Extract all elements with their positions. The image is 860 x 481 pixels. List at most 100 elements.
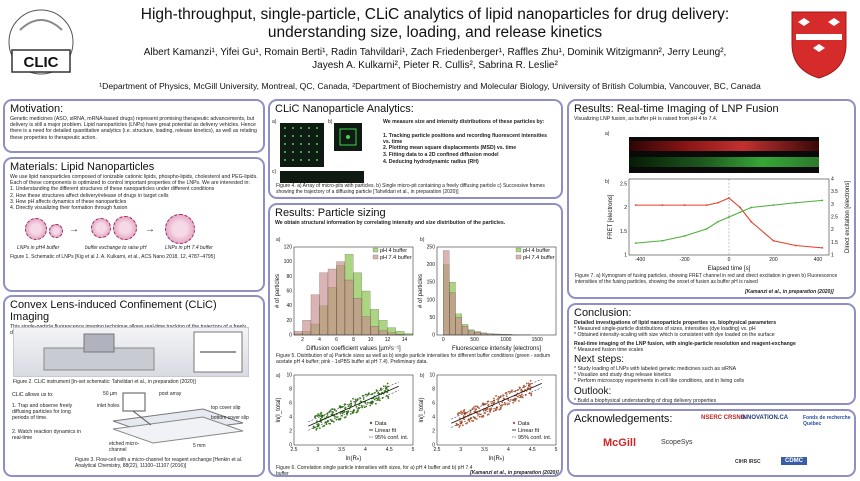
scatter-point [500,404,503,406]
y-tick-label: 6 [432,401,435,407]
figure-1-caption: Figure 1. Schematic of LNPs [Kig et al J… [10,254,215,261]
label-post-array: post array [159,391,182,397]
lnp-label-ph74: LNPs in pH 7.4 buffer [165,245,213,252]
scatter-point [460,420,463,423]
y-tick-label: 8 [289,387,292,393]
scatter-point [486,400,489,403]
scatter-point [495,395,497,397]
figure-7-caption: Figure 7. a) Kymogram of fusing particle… [575,273,838,285]
next-steps-title: Next steps: [574,354,625,366]
y-tick-label: 0 [432,443,435,449]
histogram-bar [443,250,450,336]
sizing-panel-label: a) [276,373,281,379]
scatter-point [338,405,341,408]
y-tick-label: 150 [427,280,436,286]
x-tick-label: 4 [364,447,367,453]
scatter-point [343,403,346,406]
scatter-point [354,403,357,406]
scatter-point [351,410,354,413]
x-tick-label: 3 [316,447,319,453]
scatter-point [529,386,532,388]
y-tick-label: 100 [284,259,293,265]
series-point [750,206,753,209]
scatter-point [362,398,365,400]
y-right-tick-label: 3.5 [831,189,838,195]
scatter-point [509,399,512,401]
scatter-point [471,419,473,422]
series-point [794,201,797,204]
x-tick-label: 6 [335,337,338,343]
fig5b-chart: 0 500 1000 1500 0 50 100 150 200 250 Fluorescence … [418,245,557,352]
clic-allows-title: CLiC allows us to: [12,392,54,398]
x-tick-label: 1000 [500,337,511,343]
scatter-point [354,398,357,401]
lnp-particle-icon [49,224,63,239]
lnp-particle-icon [25,218,47,241]
figure-2-caption: Figure 2. CLiC instrument [In-set schema… [13,379,196,385]
y-right-tick-label: 3 [831,202,834,208]
clic-logo-text: CLIC [24,54,59,71]
materials-panel: Materials: Lipid Nanoparticles We use li… [3,157,265,292]
legend-marker [512,421,516,425]
legend-swatch [372,254,379,260]
series-point [634,242,637,245]
scatter-point [326,412,329,415]
cihr-logo: CIHR IRSC [735,459,761,465]
scatter-point [471,408,474,411]
series-point [739,211,742,214]
plot-frame [293,246,414,336]
next-step-item-1: * Study loading of LNPs with labeled gen… [574,366,737,373]
scatter-point [459,417,461,420]
analytics-step-3: 3. Fitting data to a 2D confined diffusi… [383,152,499,158]
title-line-2: understanding size, loading, and release… [267,24,603,41]
conclusion-p1-item-1: * Measured single-particle distributions… [574,326,756,333]
next-step-item-3: * Perform microscopy experiments in cell… [574,378,745,385]
outlook-title: Outlook: [574,385,612,397]
scatter-point [367,393,370,396]
y-right-tick-label: 2 [831,227,834,233]
legend-label: pH 4 buffer [523,248,550,254]
scatter-point [369,404,372,407]
x-tick-label: 0 [728,257,731,263]
y-tick-label: 0 [289,443,292,449]
y-left-tick-label: 1.5 [620,229,627,235]
scatter-point [341,412,344,415]
scatter-point [361,394,364,397]
sizing-panel-label: a) [276,237,281,243]
scatter-point [507,399,510,402]
label-etched-channel: etched micro-channel [109,441,140,453]
series-point [794,244,797,247]
conclusion-title: Conclusion: [574,307,632,319]
scatter-point [512,401,515,404]
motivation-text: Genetic medicines (ASO, siRNA, mRNA-base… [10,116,257,141]
y-tick-label: 40 [286,303,292,309]
scatter-point [494,408,497,410]
scatter-point [459,420,462,423]
scatter-point [356,398,359,400]
nserc-logo: NSERC CRSNG [701,415,746,421]
clic-title: Convex Lens-induced Confinement (CLiC) I… [10,299,217,323]
poster-title: High-throughput, single-particle, CLiC a… [90,6,780,42]
label-5mm: 5 mm [193,443,206,449]
clic-allows-item-2: 2. Watch reaction dynamics in real-time [12,429,82,442]
series-point [683,204,686,207]
legend-label: Linear fit [375,428,397,434]
histogram-bar [310,294,320,336]
scatter-point [529,382,532,385]
y-tick-label: 4 [289,415,292,421]
clic-panel: Convex Lens-induced Confinement (CLiC) I… [3,295,265,477]
scatter-point [478,415,481,418]
affiliations: ¹Department of Physics, McGill Universit… [99,81,761,91]
scatter-point [469,411,472,414]
series-point [683,235,686,237]
scatter-point [492,397,495,400]
lnp-label-ph4: LNPs in pH4 buffer [17,245,60,252]
legend-swatch [515,247,522,253]
scatter-point [344,406,347,409]
label-inlet-holes: inlet holes [97,403,120,409]
figure-6-caption: Figure 6. Correlation single particle in… [276,465,473,477]
histogram-bar [468,330,475,336]
y-tick-label: 20 [286,318,292,324]
scatter-point [348,403,351,406]
histogram-bar [336,261,345,336]
